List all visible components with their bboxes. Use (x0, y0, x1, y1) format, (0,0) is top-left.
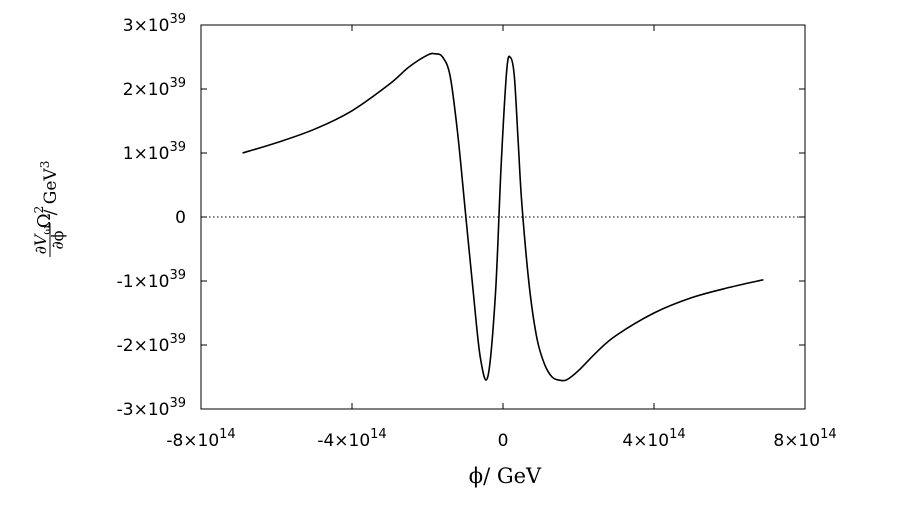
x-tick-label: 0 (498, 431, 509, 451)
x-axis-title: ϕ/ GeV (469, 464, 542, 488)
x-tick-label: 8×1014 (773, 427, 836, 451)
y-title-numerator-sub: ω (40, 226, 53, 235)
svg-text:∂Vω: ∂Vω (31, 226, 53, 255)
x-tick-label: -4×1014 (317, 427, 386, 451)
y-tick-label: -1×1039 (117, 268, 186, 292)
y-title-prefix-sup: 2 (32, 206, 46, 214)
x-tick-label: -8×1014 (166, 427, 235, 451)
y-axis-title-suffix: / GeV3 (38, 161, 61, 216)
y-axis-title-fraction: ∂Vω ∂ϕ (31, 223, 67, 257)
y-tick-label: 3×1039 (123, 12, 186, 36)
y-title-denominator: ∂ϕ (48, 230, 67, 249)
y-tick-label: 0 (175, 208, 186, 228)
x-axis: -8×1014 -4×1014 0 4×1014 8×1014 (166, 25, 837, 451)
y-tick-label: -2×1039 (117, 332, 186, 356)
svg-text:/ GeV3: / GeV3 (38, 161, 61, 216)
y-axis: 3×1039 2×1039 1×1039 0 -1×1039 -2×1039 -3×1039 (117, 12, 805, 420)
y-title-numerator: ∂V (31, 233, 50, 254)
y-tick-label: -3×1039 (117, 396, 186, 420)
x-tick-label: 4×1014 (622, 427, 685, 451)
y-title-suffix: / GeV (41, 168, 61, 216)
series-line (242, 52, 764, 382)
y-title-suffix-sup: 3 (38, 161, 52, 169)
y-tick-label: 2×1039 (123, 76, 186, 100)
y-tick-label: 1×1039 (123, 140, 186, 164)
